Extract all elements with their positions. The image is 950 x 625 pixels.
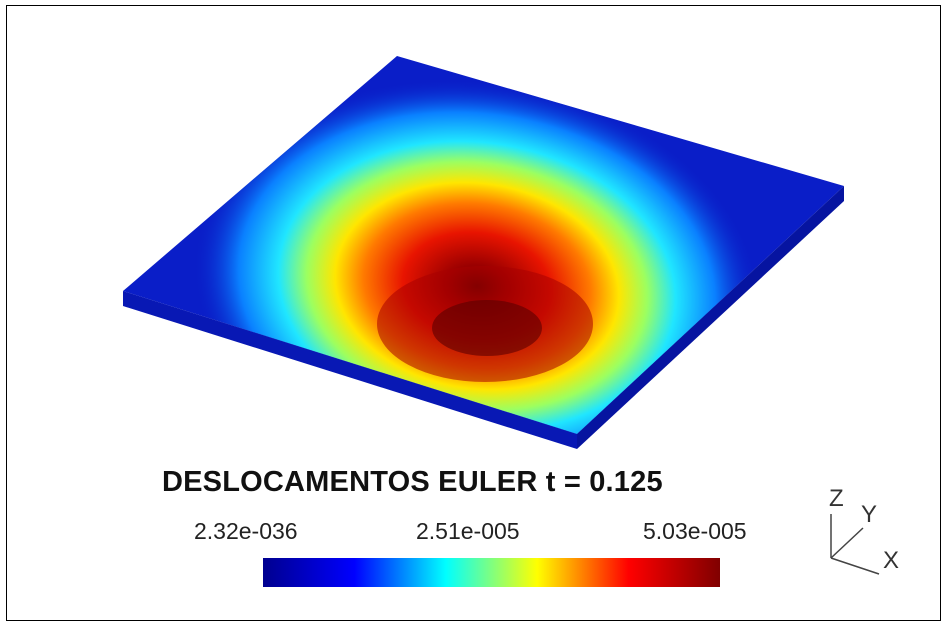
displacement-heatmap	[193, 79, 761, 434]
colorbar-max-label: 5.03e-005	[643, 518, 747, 544]
plot-title: DESLOCAMENTOS EULER t = 0.125	[162, 466, 663, 498]
axis-z-label: Z	[829, 486, 844, 512]
plate-displacement-plot	[123, 56, 844, 449]
colorbar	[263, 558, 720, 587]
plate-left-edge	[123, 291, 577, 449]
axes-triad-icon: Z Y X	[829, 486, 899, 575]
colorbar-min-label: 2.32e-036	[194, 518, 298, 544]
axis-x-label: X	[883, 547, 899, 574]
colorbar-mid-label: 2.51e-005	[416, 518, 520, 544]
axis-y-label: Y	[861, 501, 877, 528]
figure-frame: DESLOCAMENTOS EULER t = 0.125 2.32e-036 …	[6, 5, 941, 621]
plate-right-edge	[577, 186, 844, 449]
